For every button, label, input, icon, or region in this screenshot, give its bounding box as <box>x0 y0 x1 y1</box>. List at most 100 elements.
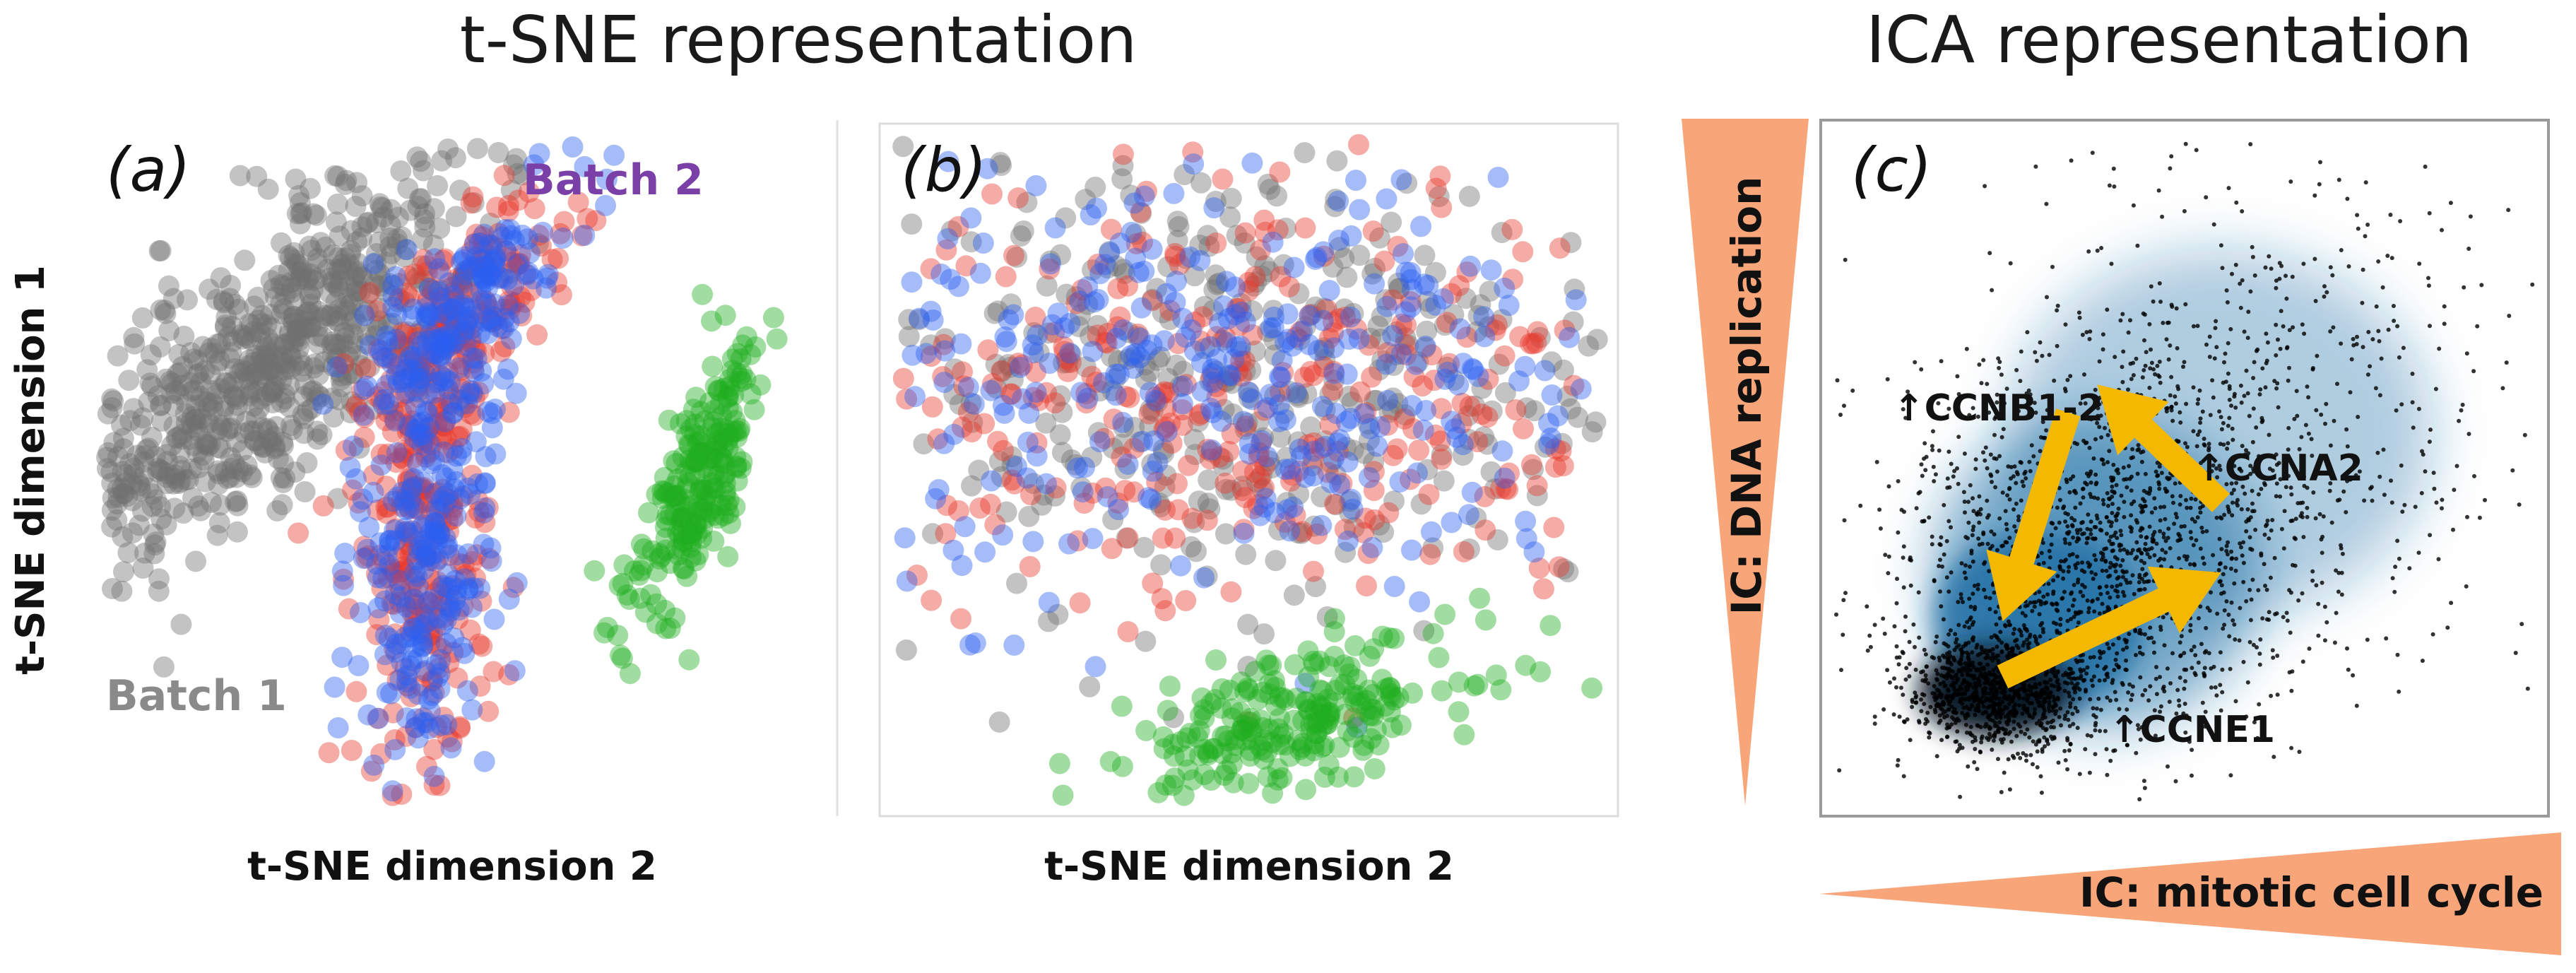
panel-a-point <box>486 196 507 218</box>
panel-a-point <box>387 372 409 394</box>
panel-a-point <box>367 567 389 589</box>
panel-b-point <box>1212 168 1234 190</box>
panel-b-point <box>1114 480 1136 502</box>
panel-a-point <box>370 275 391 297</box>
panel-b-point <box>1377 342 1399 363</box>
panel-a-point <box>451 418 473 440</box>
panel-a-point <box>499 218 521 240</box>
panel-a-point <box>319 282 341 304</box>
panel-b-point <box>1150 554 1172 576</box>
panel-b-point <box>1153 418 1175 440</box>
panel-a-point <box>374 590 396 612</box>
panel-b-point <box>991 360 1013 382</box>
panel-b-point <box>1031 494 1053 516</box>
panel-a-point <box>718 502 740 524</box>
panel-c-point <box>2169 375 2174 379</box>
panel-a-point <box>391 632 413 654</box>
panel-a-point <box>451 269 473 291</box>
panel-a-point <box>132 558 154 579</box>
panel-a-point <box>492 226 514 248</box>
panel-a-point <box>112 427 134 449</box>
panel-a-point <box>233 325 255 347</box>
panel-a-point <box>717 437 739 459</box>
panel-c-point <box>1939 673 1944 678</box>
panel-a-point <box>201 393 223 414</box>
panel-c-point <box>2081 594 2086 598</box>
panel-a-point <box>437 533 459 555</box>
panel-c-point <box>1994 634 1999 639</box>
panel-b-point <box>1018 505 1040 527</box>
panel-b-point <box>951 555 973 577</box>
panel-a-point <box>479 263 501 285</box>
panel-c-point <box>2011 695 2016 700</box>
panel-a-point <box>287 254 309 276</box>
panel-b-point <box>1019 555 1041 577</box>
panel-a-point <box>418 278 440 300</box>
panel-a-point <box>252 360 274 382</box>
panel-a-point <box>406 418 428 440</box>
panel-c-point <box>1913 667 1918 672</box>
panel-a-point <box>460 297 482 319</box>
panel-a-point <box>473 502 495 524</box>
panel-a-point <box>500 262 521 284</box>
panel-b-point <box>1260 317 1282 339</box>
panel-b-point <box>1127 323 1149 345</box>
panel-b-point <box>1253 477 1275 499</box>
panel-a-point <box>372 381 394 403</box>
panel-b-point <box>1233 522 1255 544</box>
panel-c-point <box>1991 668 1996 673</box>
panel-c-point <box>2089 570 2094 574</box>
panel-a-point <box>418 304 439 326</box>
panel-b-point <box>1376 188 1398 210</box>
panel-a-point <box>658 482 680 504</box>
panel-a-point <box>387 291 409 312</box>
panel-a-point <box>331 254 353 276</box>
panel-b-point <box>961 475 982 497</box>
panel-b-point <box>1391 313 1412 335</box>
panel-b-point <box>1562 311 1584 333</box>
panel-b-point <box>1221 372 1243 394</box>
panel-b-point <box>1254 255 1276 277</box>
panel-b-point <box>1028 341 1050 363</box>
panel-a-point <box>379 555 400 576</box>
panel-a-point <box>516 264 538 285</box>
panel-c-point <box>2052 736 2057 741</box>
panel-a-point <box>280 330 302 352</box>
panel-b-point <box>1364 758 1386 779</box>
panel-b-point <box>1223 348 1245 370</box>
panel-b-point <box>1197 225 1219 247</box>
panel-b-point <box>1322 379 1344 401</box>
panel-a-point <box>273 452 295 474</box>
panel-a-point <box>596 617 618 638</box>
panel-a-point <box>443 334 464 355</box>
panel-c-point <box>1968 483 1973 488</box>
panel-a-point <box>403 617 425 639</box>
panel-a-point <box>273 352 295 374</box>
panel-a-point <box>454 267 475 289</box>
panel-c-point <box>1842 518 1847 523</box>
panel-c-point <box>2088 733 2093 738</box>
panel-a-point <box>420 453 442 475</box>
panel-a-point <box>724 410 746 432</box>
panel-a-point <box>500 328 522 350</box>
panel-a-point <box>283 306 305 328</box>
panel-a-point <box>363 754 385 776</box>
panel-a-point <box>425 550 447 572</box>
panel-a-point <box>163 288 184 309</box>
panel-a-point <box>419 441 441 463</box>
panel-a-point <box>222 331 244 353</box>
panel-c-point <box>2062 688 2067 693</box>
panel-a-point <box>253 367 274 389</box>
panel-c-point <box>1939 535 1944 540</box>
panel-a-point <box>610 644 631 666</box>
panel-b-point <box>1535 436 1556 458</box>
panel-a-point <box>731 370 752 392</box>
panel-a-point <box>712 437 734 459</box>
panel-a-point <box>388 570 410 591</box>
panel-a-point <box>414 660 436 681</box>
panel-a-point <box>483 608 505 630</box>
panel-a-point <box>184 408 206 430</box>
panel-c-point <box>1985 662 1990 667</box>
panel-a-point <box>396 421 418 443</box>
panel-a-point <box>407 196 429 217</box>
